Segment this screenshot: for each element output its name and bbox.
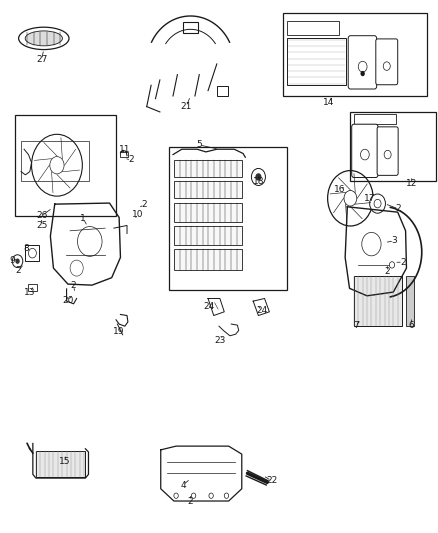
Bar bbox=[183, 22, 198, 33]
Text: 26: 26 bbox=[36, 212, 47, 220]
Text: 12: 12 bbox=[406, 180, 417, 188]
Bar bbox=[174, 249, 242, 270]
Text: 1: 1 bbox=[80, 214, 86, 223]
Text: 24: 24 bbox=[256, 306, 268, 314]
Bar bbox=[174, 203, 242, 222]
FancyBboxPatch shape bbox=[352, 124, 378, 177]
Bar bbox=[169, 147, 287, 290]
Bar bbox=[174, 160, 242, 177]
Text: 6: 6 bbox=[408, 321, 414, 329]
Bar bbox=[350, 112, 436, 181]
Text: 2: 2 bbox=[385, 268, 390, 276]
Ellipse shape bbox=[18, 27, 69, 50]
Circle shape bbox=[50, 157, 64, 174]
FancyBboxPatch shape bbox=[348, 36, 377, 89]
Circle shape bbox=[12, 255, 23, 268]
Text: 25: 25 bbox=[36, 221, 47, 230]
Circle shape bbox=[370, 194, 385, 213]
Bar bbox=[354, 114, 396, 124]
Bar bbox=[406, 276, 414, 326]
Bar bbox=[217, 86, 228, 96]
Text: 15: 15 bbox=[59, 457, 71, 465]
Text: 9: 9 bbox=[9, 256, 15, 264]
Bar bbox=[174, 181, 242, 198]
Text: 19: 19 bbox=[113, 327, 124, 336]
Bar bbox=[354, 276, 402, 326]
Circle shape bbox=[344, 190, 357, 206]
Ellipse shape bbox=[25, 31, 63, 46]
Bar bbox=[15, 115, 116, 216]
Bar bbox=[21, 141, 89, 181]
Bar bbox=[283, 13, 427, 96]
Text: 20: 20 bbox=[62, 296, 74, 305]
Bar bbox=[174, 226, 242, 245]
Text: 18: 18 bbox=[253, 177, 264, 185]
Bar bbox=[36, 451, 85, 477]
Text: 24: 24 bbox=[204, 302, 215, 311]
Text: 5: 5 bbox=[196, 141, 202, 149]
Text: 2: 2 bbox=[129, 156, 134, 164]
Bar bbox=[28, 284, 37, 291]
Text: 16: 16 bbox=[334, 185, 345, 193]
Bar bbox=[287, 38, 346, 85]
Text: 27: 27 bbox=[36, 55, 47, 64]
Text: 2: 2 bbox=[396, 205, 401, 213]
Text: 13: 13 bbox=[24, 288, 35, 296]
Text: 8: 8 bbox=[23, 244, 29, 253]
Text: 2: 2 bbox=[400, 258, 406, 266]
Text: 14: 14 bbox=[323, 98, 334, 107]
Circle shape bbox=[255, 173, 261, 181]
Text: 7: 7 bbox=[353, 321, 359, 329]
Circle shape bbox=[251, 168, 265, 185]
Circle shape bbox=[15, 259, 20, 264]
Bar bbox=[120, 152, 128, 157]
FancyBboxPatch shape bbox=[377, 127, 398, 175]
Text: 2: 2 bbox=[16, 266, 21, 275]
Text: 17: 17 bbox=[364, 194, 376, 203]
Text: 23: 23 bbox=[215, 336, 226, 344]
Bar bbox=[287, 21, 339, 35]
FancyBboxPatch shape bbox=[376, 39, 398, 85]
Text: 22: 22 bbox=[266, 477, 277, 485]
Bar bbox=[25, 245, 39, 261]
Text: 11: 11 bbox=[119, 145, 131, 154]
Text: 4: 4 bbox=[180, 481, 186, 489]
Text: 2: 2 bbox=[71, 281, 76, 290]
Text: 3: 3 bbox=[391, 237, 397, 245]
Text: 2: 2 bbox=[188, 497, 193, 505]
Text: 10: 10 bbox=[132, 210, 144, 219]
Circle shape bbox=[360, 71, 365, 76]
Text: 2: 2 bbox=[142, 200, 147, 209]
Text: 21: 21 bbox=[180, 102, 192, 111]
